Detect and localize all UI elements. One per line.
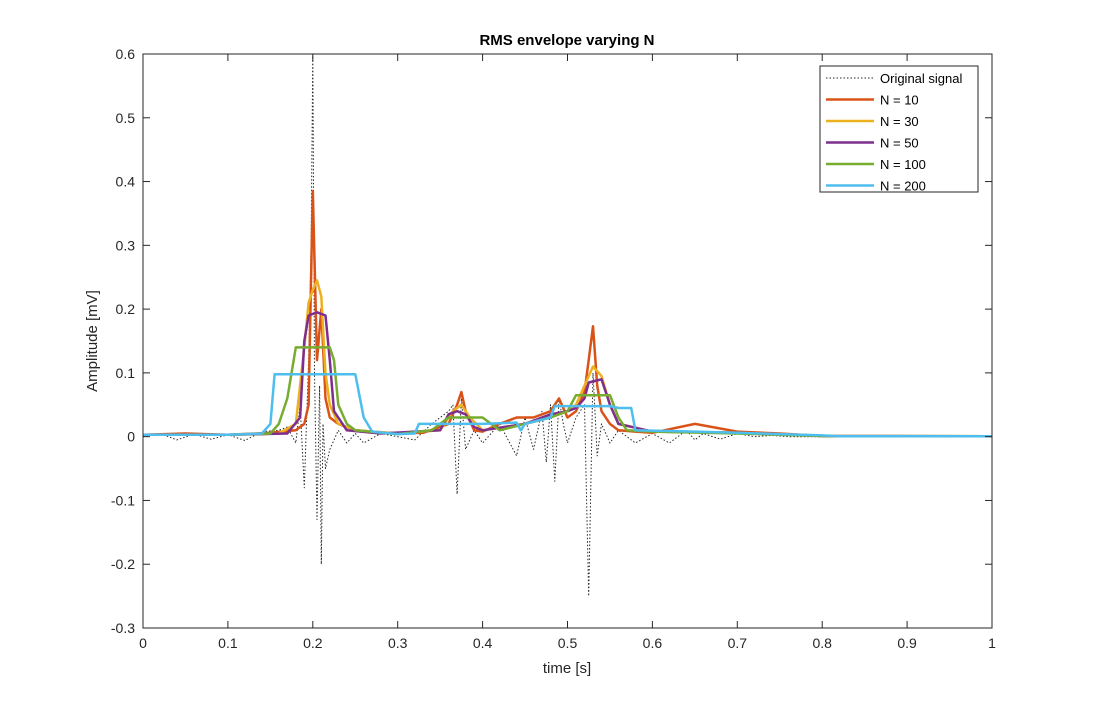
x-tick-label: 1 bbox=[988, 635, 996, 651]
legend-label: N = 100 bbox=[880, 157, 926, 172]
series-line-0 bbox=[142, 53, 992, 597]
y-tick-label: 0.5 bbox=[116, 110, 136, 126]
legend-label: N = 10 bbox=[880, 93, 919, 108]
legend-label: N = 50 bbox=[880, 136, 919, 151]
x-tick-label: 0 bbox=[139, 635, 147, 651]
x-tick-label: 0.4 bbox=[473, 635, 493, 651]
x-tick-label: 0.3 bbox=[388, 635, 408, 651]
series-line-1 bbox=[142, 189, 993, 438]
y-tick-label: -0.3 bbox=[111, 620, 135, 636]
y-axis-label: Amplitude [mV] bbox=[84, 290, 101, 392]
chart-title: RMS envelope varying N bbox=[479, 32, 654, 49]
series-line-5 bbox=[143, 372, 992, 438]
x-tick-label: 0.1 bbox=[218, 635, 238, 651]
x-axis-label: time [s] bbox=[543, 660, 591, 677]
series-line-3 bbox=[143, 311, 993, 438]
legend: Original signal N = 10 N = 30 N = 50 N = 100… bbox=[819, 65, 979, 194]
x-tick-label: 0.6 bbox=[643, 635, 663, 651]
y-tick-label: -0.2 bbox=[111, 556, 135, 572]
x-tick-label: 0.5 bbox=[558, 635, 578, 651]
legend-label: Original signal bbox=[880, 71, 962, 86]
ticks-layer: 0 0.1 0.2 0.3 0.4 0.5 0.6 0.7 0.8 0.9 1 -0.3 -0.2 -0.… bbox=[111, 46, 996, 651]
y-tick-label: 0.4 bbox=[116, 174, 136, 190]
y-tick-label: 0 bbox=[127, 429, 135, 445]
y-tick-label: 0.2 bbox=[116, 301, 136, 317]
legend-box bbox=[819, 65, 979, 193]
x-tick-label: 0.9 bbox=[897, 635, 917, 651]
series-line-4 bbox=[143, 346, 993, 438]
x-tick-label: 0.8 bbox=[812, 635, 832, 651]
legend-label: N = 30 bbox=[880, 114, 919, 129]
legend-items: Original signal N = 10 N = 30 N = 50 N = 100… bbox=[826, 71, 962, 194]
y-tick-label: 0.1 bbox=[116, 365, 136, 381]
y-tick-label: 0.6 bbox=[116, 46, 136, 62]
y-tick-label: 0.3 bbox=[116, 237, 136, 253]
y-tick-label: -0.1 bbox=[111, 492, 135, 508]
x-tick-label: 0.7 bbox=[728, 635, 748, 651]
x-tick-label: 0.2 bbox=[303, 635, 323, 651]
legend-label: N = 200 bbox=[880, 179, 926, 194]
series-layer bbox=[142, 53, 993, 597]
